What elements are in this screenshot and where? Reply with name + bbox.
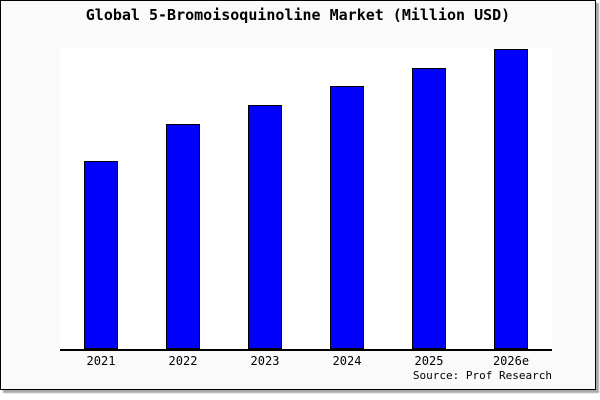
x-tick-label-2023: 2023 (250, 354, 280, 368)
plot-area (60, 48, 552, 351)
chart-title: Global 5-Bromoisoquinoline Market (Milli… (85, 6, 511, 24)
x-axis-labels: 2021 2022 2023 2024 2025 2026e (1, 354, 595, 370)
bar-2026e (494, 49, 528, 349)
bar-2022 (166, 124, 200, 349)
x-tick-label-2024: 2024 (332, 354, 362, 368)
bar-2023 (248, 105, 282, 349)
x-tick-label-2021: 2021 (86, 354, 116, 368)
bar-2024 (330, 86, 364, 349)
bar-2021 (84, 161, 118, 349)
chart-frame: Global 5-Bromoisoquinoline Market (Milli… (0, 0, 596, 390)
x-tick-label-2025: 2025 (414, 354, 444, 368)
x-tick-label-2026e: 2026e (492, 354, 530, 368)
source-label: Source: Prof Research (412, 369, 552, 382)
x-tick-label-2022: 2022 (168, 354, 198, 368)
bar-2025 (412, 68, 446, 349)
